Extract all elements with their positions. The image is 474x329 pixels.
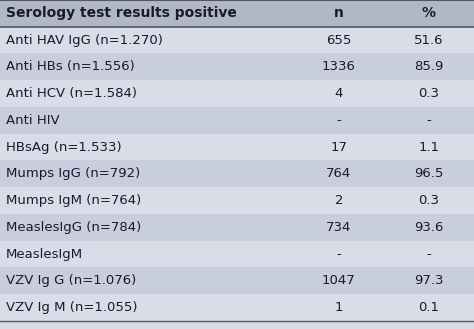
Text: 0.1: 0.1	[419, 301, 439, 314]
FancyBboxPatch shape	[0, 134, 294, 161]
Text: n: n	[334, 6, 344, 20]
Text: 96.5: 96.5	[414, 167, 444, 180]
FancyBboxPatch shape	[384, 54, 474, 80]
FancyBboxPatch shape	[294, 80, 384, 107]
FancyBboxPatch shape	[0, 27, 294, 54]
Text: HBsAg (n=1.533): HBsAg (n=1.533)	[6, 140, 121, 154]
FancyBboxPatch shape	[294, 161, 384, 187]
FancyBboxPatch shape	[294, 0, 384, 27]
FancyBboxPatch shape	[0, 267, 294, 294]
FancyBboxPatch shape	[384, 187, 474, 214]
FancyBboxPatch shape	[384, 80, 474, 107]
FancyBboxPatch shape	[294, 134, 384, 161]
Text: 734: 734	[326, 221, 352, 234]
FancyBboxPatch shape	[0, 161, 294, 187]
FancyBboxPatch shape	[384, 241, 474, 267]
FancyBboxPatch shape	[0, 187, 294, 214]
Text: 1.1: 1.1	[419, 140, 439, 154]
FancyBboxPatch shape	[0, 0, 294, 27]
Text: VZV Ig G (n=1.076): VZV Ig G (n=1.076)	[6, 274, 136, 287]
FancyBboxPatch shape	[0, 107, 294, 134]
Text: Serology test results positive: Serology test results positive	[6, 6, 237, 20]
Text: Mumps IgG (n=792): Mumps IgG (n=792)	[6, 167, 140, 180]
FancyBboxPatch shape	[384, 214, 474, 241]
Text: 17: 17	[330, 140, 347, 154]
FancyBboxPatch shape	[294, 187, 384, 214]
FancyBboxPatch shape	[384, 107, 474, 134]
Text: MeaslesIgM: MeaslesIgM	[6, 248, 83, 261]
FancyBboxPatch shape	[294, 267, 384, 294]
Text: 1047: 1047	[322, 274, 356, 287]
Text: %: %	[422, 6, 436, 20]
FancyBboxPatch shape	[294, 27, 384, 54]
Text: 2: 2	[335, 194, 343, 207]
Text: Mumps IgM (n=764): Mumps IgM (n=764)	[6, 194, 141, 207]
Text: Anti HAV IgG (n=1.270): Anti HAV IgG (n=1.270)	[6, 34, 163, 47]
Text: 1: 1	[335, 301, 343, 314]
Text: Anti HIV: Anti HIV	[6, 114, 59, 127]
Text: MeaslesIgG (n=784): MeaslesIgG (n=784)	[6, 221, 141, 234]
FancyBboxPatch shape	[0, 241, 294, 267]
Text: 97.3: 97.3	[414, 274, 444, 287]
FancyBboxPatch shape	[384, 0, 474, 27]
Text: -: -	[337, 248, 341, 261]
FancyBboxPatch shape	[294, 294, 384, 321]
Text: -: -	[337, 114, 341, 127]
Text: 51.6: 51.6	[414, 34, 444, 47]
Text: 1336: 1336	[322, 60, 356, 73]
Text: VZV Ig M (n=1.055): VZV Ig M (n=1.055)	[6, 301, 137, 314]
Text: 85.9: 85.9	[414, 60, 444, 73]
Text: 4: 4	[335, 87, 343, 100]
FancyBboxPatch shape	[294, 107, 384, 134]
FancyBboxPatch shape	[294, 214, 384, 241]
Text: Anti HBs (n=1.556): Anti HBs (n=1.556)	[6, 60, 135, 73]
FancyBboxPatch shape	[384, 27, 474, 54]
FancyBboxPatch shape	[0, 214, 294, 241]
Text: -: -	[427, 248, 431, 261]
FancyBboxPatch shape	[384, 267, 474, 294]
Text: 0.3: 0.3	[419, 87, 439, 100]
Text: Anti HCV (n=1.584): Anti HCV (n=1.584)	[6, 87, 137, 100]
FancyBboxPatch shape	[384, 294, 474, 321]
FancyBboxPatch shape	[384, 161, 474, 187]
Text: 0.3: 0.3	[419, 194, 439, 207]
FancyBboxPatch shape	[384, 134, 474, 161]
FancyBboxPatch shape	[0, 54, 294, 80]
FancyBboxPatch shape	[0, 80, 294, 107]
FancyBboxPatch shape	[294, 54, 384, 80]
FancyBboxPatch shape	[294, 241, 384, 267]
Text: 764: 764	[326, 167, 352, 180]
Text: 93.6: 93.6	[414, 221, 444, 234]
FancyBboxPatch shape	[0, 294, 294, 321]
Text: 655: 655	[326, 34, 352, 47]
Text: -: -	[427, 114, 431, 127]
